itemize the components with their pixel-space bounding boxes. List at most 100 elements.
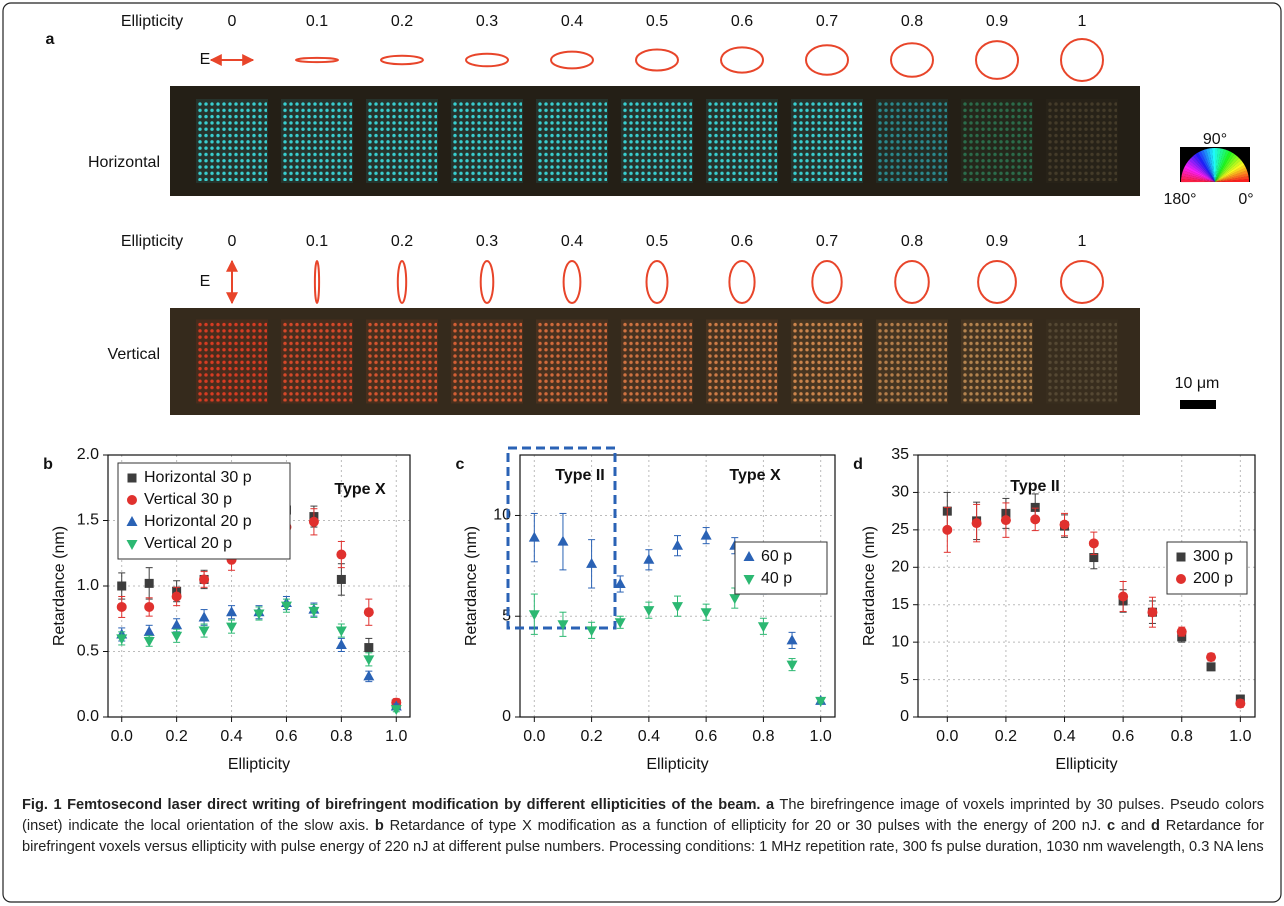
ellipticity-value: 0.7	[816, 13, 838, 30]
inset-wedge	[1203, 149, 1215, 182]
polarization-ellipse	[479, 260, 495, 304]
y-tick-label: 1.0	[77, 577, 99, 594]
polarization-ellipse	[811, 260, 843, 304]
y-tick-label: 20	[891, 559, 909, 576]
ellipticity-value: 0	[228, 13, 237, 30]
x-tick-label: 0.4	[1053, 728, 1075, 745]
y-tick-label: 5	[900, 671, 909, 688]
field-label: E	[200, 273, 211, 290]
caption-bold: b	[369, 818, 384, 834]
voxel-array	[367, 101, 437, 181]
ellipticity-value: 0	[228, 233, 237, 250]
polarization-ellipse	[635, 48, 679, 72]
polarization-ellipse	[805, 44, 849, 76]
inset-wedge	[1181, 179, 1215, 183]
inset-wedge	[1183, 167, 1215, 182]
voxel-array	[877, 321, 947, 402]
sample-label: Vertical	[108, 346, 160, 363]
x-tick-label: 0.6	[275, 728, 297, 745]
voxel-array	[792, 321, 862, 402]
sample-label: Horizontal	[88, 154, 160, 171]
y-tick-label: 1.5	[77, 512, 99, 529]
ellipticity-value: 0.6	[731, 13, 753, 30]
annotation: Type II	[1010, 478, 1060, 495]
voxel-array	[452, 101, 522, 181]
legend-marker	[1176, 552, 1186, 562]
y-tick-label: 25	[891, 521, 909, 538]
inset-wedge	[1195, 152, 1215, 182]
inset-wedge	[1215, 167, 1247, 182]
panel-label: b	[43, 456, 53, 473]
inset-wedge	[1215, 148, 1221, 182]
voxel-array	[622, 321, 692, 402]
x-tick-label: 0.6	[1112, 728, 1134, 745]
ellipticity-value: 0.1	[306, 233, 328, 250]
legend-marker	[126, 540, 138, 550]
legend-label: 200 p	[1193, 570, 1233, 587]
caption-bold: c	[1101, 818, 1116, 834]
inset-label: 180°	[1163, 191, 1196, 208]
polarization-ellipse	[465, 52, 509, 68]
inset-wedge	[1215, 155, 1240, 182]
voxel-array	[962, 321, 1032, 402]
polarization-ellipse	[890, 42, 934, 78]
polarization-ellipse	[977, 260, 1017, 304]
legend-label: 300 p	[1193, 548, 1233, 565]
ellipticity-value: 1	[1078, 233, 1087, 250]
ellipticity-value: 0.7	[816, 233, 838, 250]
x-tick-label: 0.4	[220, 728, 242, 745]
x-axis-label: Ellipticity	[646, 756, 708, 773]
ellipticity-value: 0.5	[646, 233, 668, 250]
voxel-array	[537, 101, 607, 181]
inset-wedge	[1215, 170, 1248, 182]
annotation: Type X	[729, 467, 781, 484]
inset-label: 0°	[1238, 191, 1253, 208]
inset-wedge	[1197, 151, 1215, 182]
polarization-ellipse	[975, 40, 1019, 80]
polarization-ellipse	[720, 46, 764, 74]
legend-marker	[127, 495, 137, 505]
ellipticity-label: Ellipticity	[121, 233, 183, 250]
legend-label: Horizontal 30 p	[144, 469, 252, 486]
x-tick-label: 0.0	[936, 728, 958, 745]
voxel-array	[452, 321, 522, 402]
ellipticity-label: Ellipticity	[121, 13, 183, 30]
polarization-ellipse	[1060, 260, 1104, 304]
inset-wedge	[1215, 162, 1245, 182]
annotation: Type II	[555, 467, 605, 484]
plot-frame	[519, 454, 836, 718]
x-tick-label: 0.0	[111, 728, 133, 745]
panel-label: a	[46, 31, 55, 48]
x-axis-label: Ellipticity	[1055, 756, 1117, 773]
y-tick-label: 0	[502, 708, 511, 725]
scale-bar	[1180, 400, 1216, 409]
inset-wedge	[1187, 160, 1215, 182]
x-tick-label: 1.0	[385, 728, 407, 745]
inset-wedge	[1182, 170, 1215, 182]
inset-wedge	[1200, 150, 1215, 182]
ellipticity-value: 1	[1078, 13, 1087, 30]
voxel-array	[282, 321, 352, 402]
x-axis-label: Ellipticity	[228, 756, 290, 773]
caption-text: and	[1115, 818, 1146, 834]
polarization-ellipse	[380, 54, 424, 66]
caption-text: The birefringence image of voxels imprin…	[22, 797, 1265, 834]
inset-wedge	[1215, 154, 1237, 182]
ellipticity-value: 0.8	[901, 13, 923, 30]
inset-wedge	[1215, 157, 1242, 182]
voxel-array	[367, 321, 437, 402]
legend-box	[117, 462, 291, 560]
inset-wedge	[1181, 173, 1215, 182]
inset-wedge	[1215, 152, 1235, 182]
y-axis-label: Retardance (nm)	[861, 526, 878, 646]
x-tick-label: 0.2	[995, 728, 1017, 745]
voxel-array	[1047, 101, 1117, 181]
inset-wedge	[1215, 149, 1227, 182]
inset-wedge	[1214, 148, 1218, 182]
voxel-array	[962, 101, 1032, 181]
legend-marker	[743, 551, 755, 561]
y-tick-label: 10	[891, 633, 909, 650]
legend-label: 40 p	[761, 570, 792, 587]
x-tick-label: 1.0	[1229, 728, 1251, 745]
